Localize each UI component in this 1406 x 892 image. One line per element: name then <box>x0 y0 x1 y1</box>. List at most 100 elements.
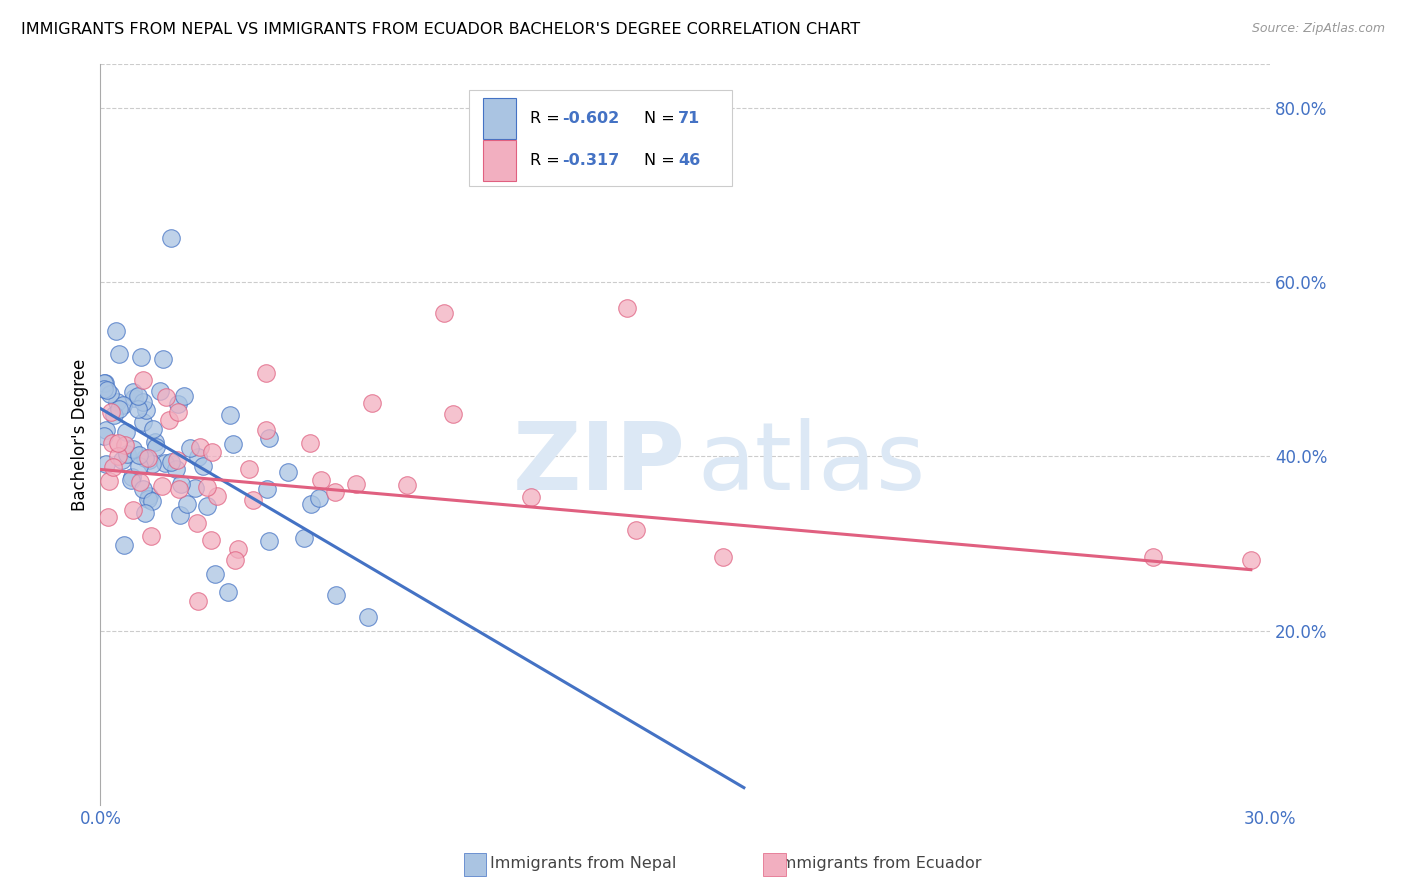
Point <box>238 462 260 476</box>
Point <box>150 479 173 493</box>
FancyBboxPatch shape <box>482 140 516 181</box>
Point <box>115 447 138 461</box>
Point <box>93 382 115 396</box>
Text: R =: R = <box>530 111 565 126</box>
Point <box>254 423 277 437</box>
Point <box>173 389 195 403</box>
Point <box>122 502 145 516</box>
Point <box>325 484 347 499</box>
Point <box>107 436 129 450</box>
Text: Immigrants from Nepal: Immigrants from Nepal <box>491 856 676 871</box>
Text: 46: 46 <box>678 153 700 168</box>
Point <box>93 376 115 391</box>
Point <box>98 475 121 489</box>
Point <box>121 470 143 484</box>
Point <box>224 553 246 567</box>
FancyBboxPatch shape <box>482 98 516 138</box>
Text: N =: N = <box>644 111 681 126</box>
Point <box>136 451 159 466</box>
Point <box>200 533 222 547</box>
Point <box>292 531 315 545</box>
Point <box>711 549 734 564</box>
Point <box>205 489 228 503</box>
Text: R =: R = <box>530 153 565 168</box>
Point <box>132 482 155 496</box>
Point <box>191 459 214 474</box>
Point <box>152 352 174 367</box>
Point <box>112 398 135 412</box>
Point <box>257 534 280 549</box>
Point <box>299 497 322 511</box>
Point <box>167 482 190 496</box>
Point <box>165 461 187 475</box>
Point <box>254 366 277 380</box>
Point <box>131 415 153 429</box>
Point <box>122 384 145 399</box>
Point <box>222 437 245 451</box>
Point <box>624 523 647 537</box>
Text: ZIP: ZIP <box>512 418 685 510</box>
Point <box>105 324 128 338</box>
Point <box>179 442 201 456</box>
Point <box>167 405 190 419</box>
Point <box>136 492 159 507</box>
Point <box>155 390 177 404</box>
Point <box>94 457 117 471</box>
Point <box>107 347 129 361</box>
Point <box>298 435 321 450</box>
Point <box>226 541 249 556</box>
Point <box>357 610 380 624</box>
Text: Immigrants from Ecuador: Immigrants from Ecuador <box>776 856 981 871</box>
Point <box>122 391 145 405</box>
Point <box>520 490 543 504</box>
Text: -0.317: -0.317 <box>562 153 620 168</box>
Point <box>167 397 190 411</box>
Text: 71: 71 <box>678 111 700 126</box>
Point <box>101 436 124 450</box>
Point <box>187 450 209 464</box>
Point <box>308 491 330 505</box>
Point <box>159 231 181 245</box>
Point <box>127 401 149 416</box>
Point <box>344 477 367 491</box>
Point <box>159 413 181 427</box>
FancyBboxPatch shape <box>470 90 733 186</box>
Point <box>201 445 224 459</box>
Point <box>108 401 131 416</box>
Point <box>170 476 193 491</box>
Text: -0.602: -0.602 <box>562 111 620 126</box>
Point <box>242 493 264 508</box>
Point <box>184 481 207 495</box>
Point <box>616 301 638 315</box>
Point <box>107 449 129 463</box>
Point <box>195 499 218 513</box>
Point <box>103 408 125 422</box>
Point <box>186 516 208 530</box>
Point <box>149 384 172 399</box>
Point <box>195 480 218 494</box>
Point <box>120 473 142 487</box>
Text: N =: N = <box>644 153 681 168</box>
Text: Source: ZipAtlas.com: Source: ZipAtlas.com <box>1251 22 1385 36</box>
Point <box>134 506 156 520</box>
Point <box>94 376 117 390</box>
Point <box>432 305 454 319</box>
Point <box>128 459 150 474</box>
Point <box>139 529 162 543</box>
Point <box>395 477 418 491</box>
Point <box>101 459 124 474</box>
Point <box>141 494 163 508</box>
Point <box>114 438 136 452</box>
Point <box>143 435 166 450</box>
Point <box>141 457 163 471</box>
Point <box>100 386 122 401</box>
Point <box>134 450 156 465</box>
Point <box>257 431 280 445</box>
Point <box>1240 552 1263 566</box>
Y-axis label: Bachelor's Degree: Bachelor's Degree <box>72 359 89 511</box>
Point <box>309 473 332 487</box>
Point <box>186 594 208 608</box>
Point <box>138 453 160 467</box>
Point <box>360 396 382 410</box>
Point <box>145 440 167 454</box>
